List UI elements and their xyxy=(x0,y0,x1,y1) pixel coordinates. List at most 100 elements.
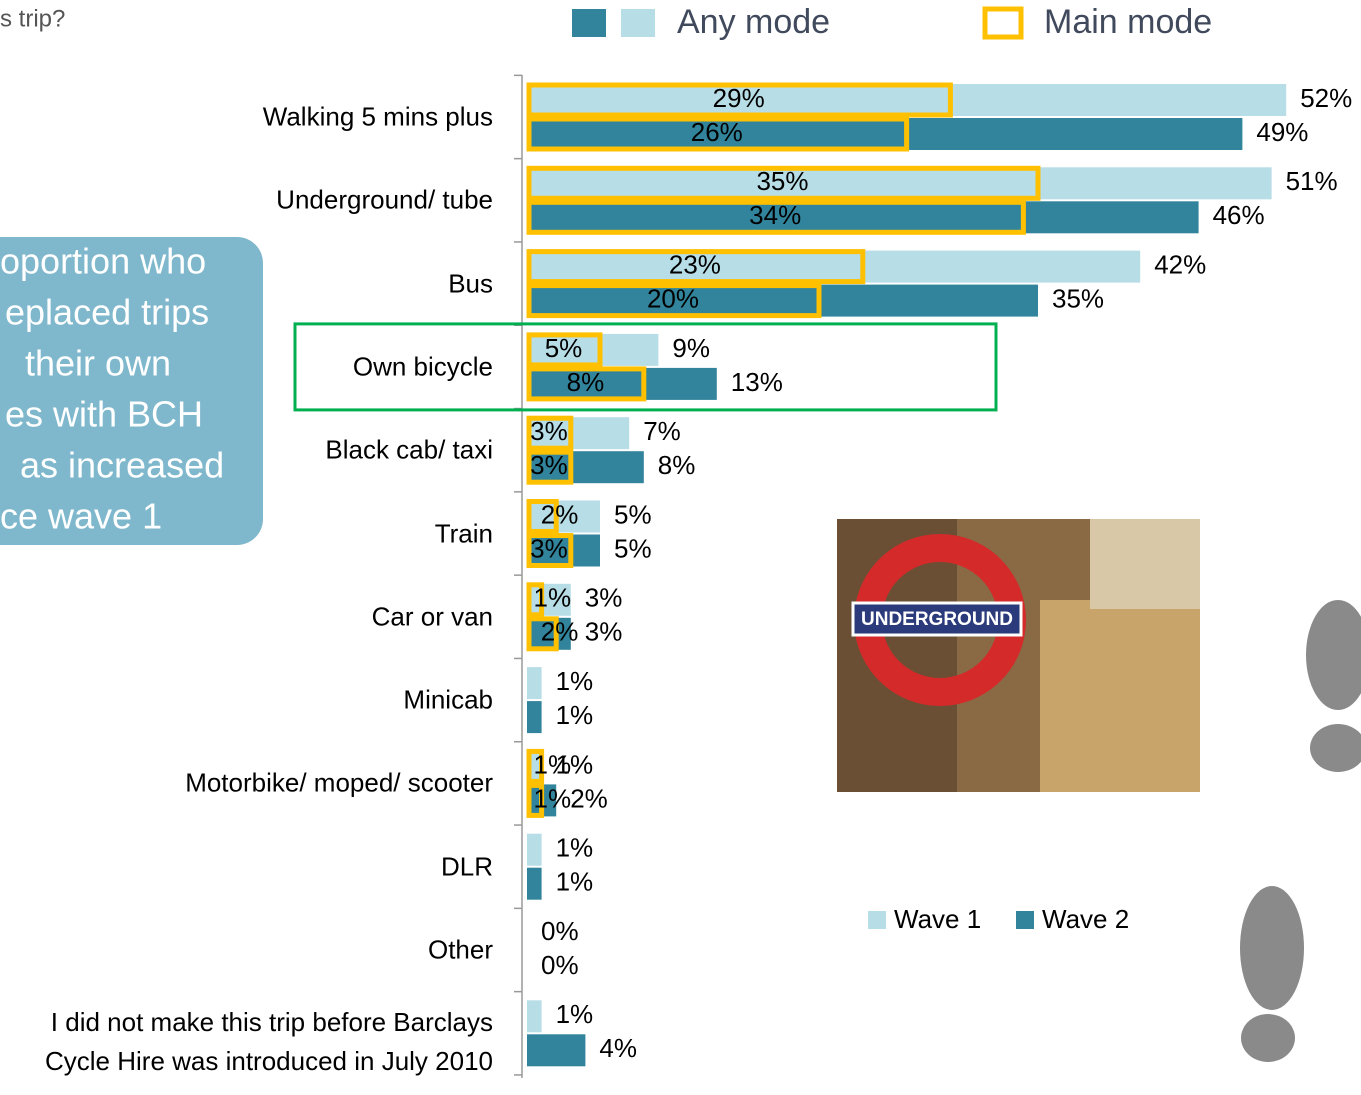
value-label: 0% xyxy=(541,950,579,980)
bar xyxy=(527,417,630,450)
bar xyxy=(527,201,1199,234)
category-label: DLR xyxy=(440,851,493,882)
value-label: 1% xyxy=(556,999,594,1029)
main-value-label: 35% xyxy=(756,166,808,196)
main-mode-box xyxy=(526,616,559,652)
main-value-label: 5% xyxy=(545,333,583,363)
main-value-label: 2% xyxy=(541,617,579,647)
main-mode-box xyxy=(526,199,1026,235)
bar xyxy=(527,833,542,866)
callout-text: oportion who xyxy=(0,241,206,282)
main-value-label: 29% xyxy=(713,83,765,113)
value-label: 1% xyxy=(556,749,594,779)
bar xyxy=(527,118,1243,150)
value-label: 3% xyxy=(585,583,623,613)
value-label: 4% xyxy=(599,1033,637,1063)
category-label: Bus xyxy=(448,268,493,299)
category-label: Minicab xyxy=(403,684,493,715)
main-value-label: 3% xyxy=(530,533,568,563)
legend-swatch xyxy=(621,9,655,37)
main-value-label: 3% xyxy=(530,416,568,446)
main-value-label: 20% xyxy=(647,283,699,313)
value-label: 1% xyxy=(556,833,594,863)
value-label: 9% xyxy=(672,333,710,363)
value-label: 0% xyxy=(541,916,579,946)
main-value-label: 1% xyxy=(534,583,572,613)
main-mode-box xyxy=(526,116,910,152)
value-label: 1% xyxy=(556,666,594,696)
main-mode-box xyxy=(526,332,603,368)
category-label: Walking 5 mins plus xyxy=(262,101,493,132)
category-label: Other xyxy=(427,934,493,965)
bar xyxy=(527,284,1038,317)
value-label: 52% xyxy=(1300,83,1352,113)
main-value-label: 8% xyxy=(567,367,605,397)
legend-swatch xyxy=(572,9,606,37)
bar xyxy=(527,167,1272,200)
category-label: Own bicycle xyxy=(352,351,493,382)
main-value-label: 1% xyxy=(534,783,572,813)
value-label: 51% xyxy=(1286,166,1338,196)
main-mode-box xyxy=(526,249,866,285)
bar xyxy=(527,1000,542,1033)
value-label: 46% xyxy=(1213,200,1265,230)
category-label: Black cab/ taxi xyxy=(325,434,493,465)
bar xyxy=(527,667,542,700)
main-mode-box xyxy=(526,449,574,485)
main-value-label: 2% xyxy=(541,499,579,529)
main-mode-box xyxy=(526,748,545,784)
legend-swatch xyxy=(868,911,886,929)
bar xyxy=(527,333,659,366)
bar xyxy=(527,534,600,567)
main-value-label: 23% xyxy=(669,249,721,279)
bar xyxy=(527,250,1141,283)
bar xyxy=(527,367,717,400)
main-mode-box xyxy=(526,82,953,118)
value-label: 8% xyxy=(658,450,696,480)
bar xyxy=(527,867,542,900)
bar xyxy=(527,451,644,484)
main-mode-box xyxy=(526,499,559,534)
category-label: Train xyxy=(434,518,493,548)
legend-label: Wave 2 xyxy=(1042,904,1129,934)
footprints xyxy=(1240,600,1361,1062)
value-label: 5% xyxy=(614,533,652,563)
main-mode-box xyxy=(526,165,1041,201)
callout-text: as increased xyxy=(20,445,224,486)
category-label: I did not make this trip before Barclays… xyxy=(45,1007,493,1077)
value-label: 5% xyxy=(614,499,652,529)
category-label: Motorbike/ moped/ scooter xyxy=(185,767,493,798)
highlight-box xyxy=(293,322,998,412)
bar xyxy=(527,583,571,616)
legend-label: Any mode xyxy=(677,3,830,41)
bar xyxy=(527,500,600,533)
value-label: 3% xyxy=(585,617,623,647)
value-label: 2% xyxy=(570,783,608,813)
bar xyxy=(527,701,542,734)
value-label: 13% xyxy=(731,367,783,397)
category-label: Car or van xyxy=(371,601,493,632)
sign-text: UNDERGROUND xyxy=(861,609,1013,630)
main-mode-box xyxy=(526,415,574,451)
value-label: 35% xyxy=(1052,283,1104,313)
heading: s trip? xyxy=(0,5,65,32)
main-mode-box xyxy=(526,582,545,618)
main-mode-box xyxy=(526,782,545,818)
value-label: 1% xyxy=(556,700,594,730)
callout-box xyxy=(0,237,263,545)
value-label: 1% xyxy=(556,867,594,897)
legend-label: Wave 1 xyxy=(894,904,981,934)
main-value-label: 1% xyxy=(534,749,572,779)
value-label: 42% xyxy=(1154,249,1206,279)
main-value-label: 3% xyxy=(530,450,568,480)
callout-text: ce wave 1 xyxy=(0,496,162,537)
legend-swatch xyxy=(982,6,1024,40)
callout-text: es with BCH xyxy=(5,394,203,435)
main-mode-box xyxy=(526,283,822,319)
main-value-label: 26% xyxy=(691,117,743,147)
bar xyxy=(527,1034,586,1067)
callout-text: eplaced trips xyxy=(5,292,209,333)
legend-label: Main mode xyxy=(1044,3,1212,41)
main-mode-box xyxy=(526,533,574,568)
